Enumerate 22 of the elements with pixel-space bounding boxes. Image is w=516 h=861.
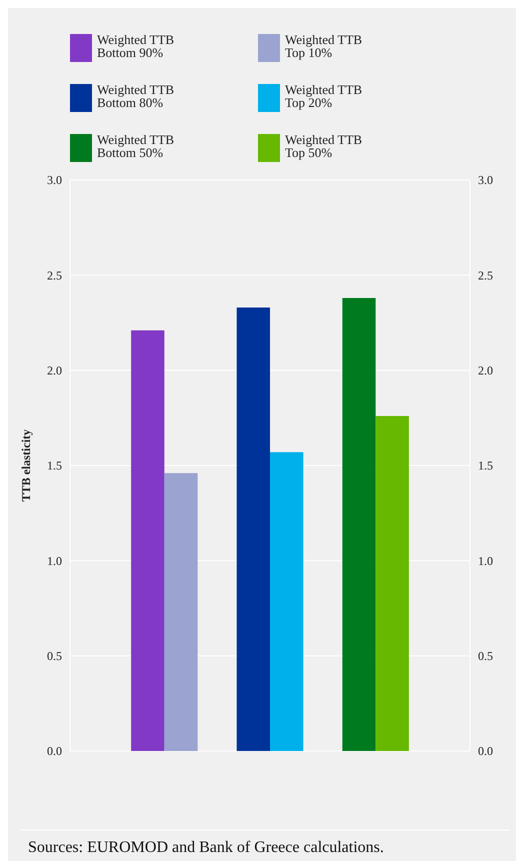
source-note: Sources: EUROMOD and Bank of Greece calculations. (28, 839, 384, 856)
y2-tick-label: 0.0 (478, 744, 493, 758)
legend-label: Weighted TTB Top 20% (285, 82, 366, 110)
y2-tick-label: 3.0 (478, 173, 493, 188)
legend-label: Weighted TTB Bottom 50% (97, 132, 178, 160)
y-tick-label: 2.0 (47, 364, 62, 378)
legend-label: Weighted TTB Top 10% (285, 32, 366, 60)
y2-tick-label: 2.0 (478, 364, 493, 378)
legend-label: Weighted TTB Bottom 80% (97, 82, 178, 110)
y-tick-label: 3.0 (47, 173, 62, 188)
y2-tick-label: 2.5 (478, 268, 493, 282)
y-tick-label: 0.5 (47, 649, 62, 664)
y2-tick-label: 0.5 (478, 649, 493, 664)
y2-tick-label: 1.0 (478, 554, 493, 568)
y-tick-label: 1.0 (47, 554, 62, 568)
legend-label: Weighted TTB Top 50% (285, 132, 366, 160)
y-axis-title: TTB elasticity (19, 429, 33, 502)
y-tick-label: 0.0 (47, 744, 62, 758)
y-tick-label: 1.5 (47, 458, 62, 473)
legend-label: Weighted TTB Bottom 90% (97, 32, 178, 60)
y-tick-label: 2.5 (47, 268, 62, 282)
y2-tick-label: 1.5 (478, 458, 493, 473)
